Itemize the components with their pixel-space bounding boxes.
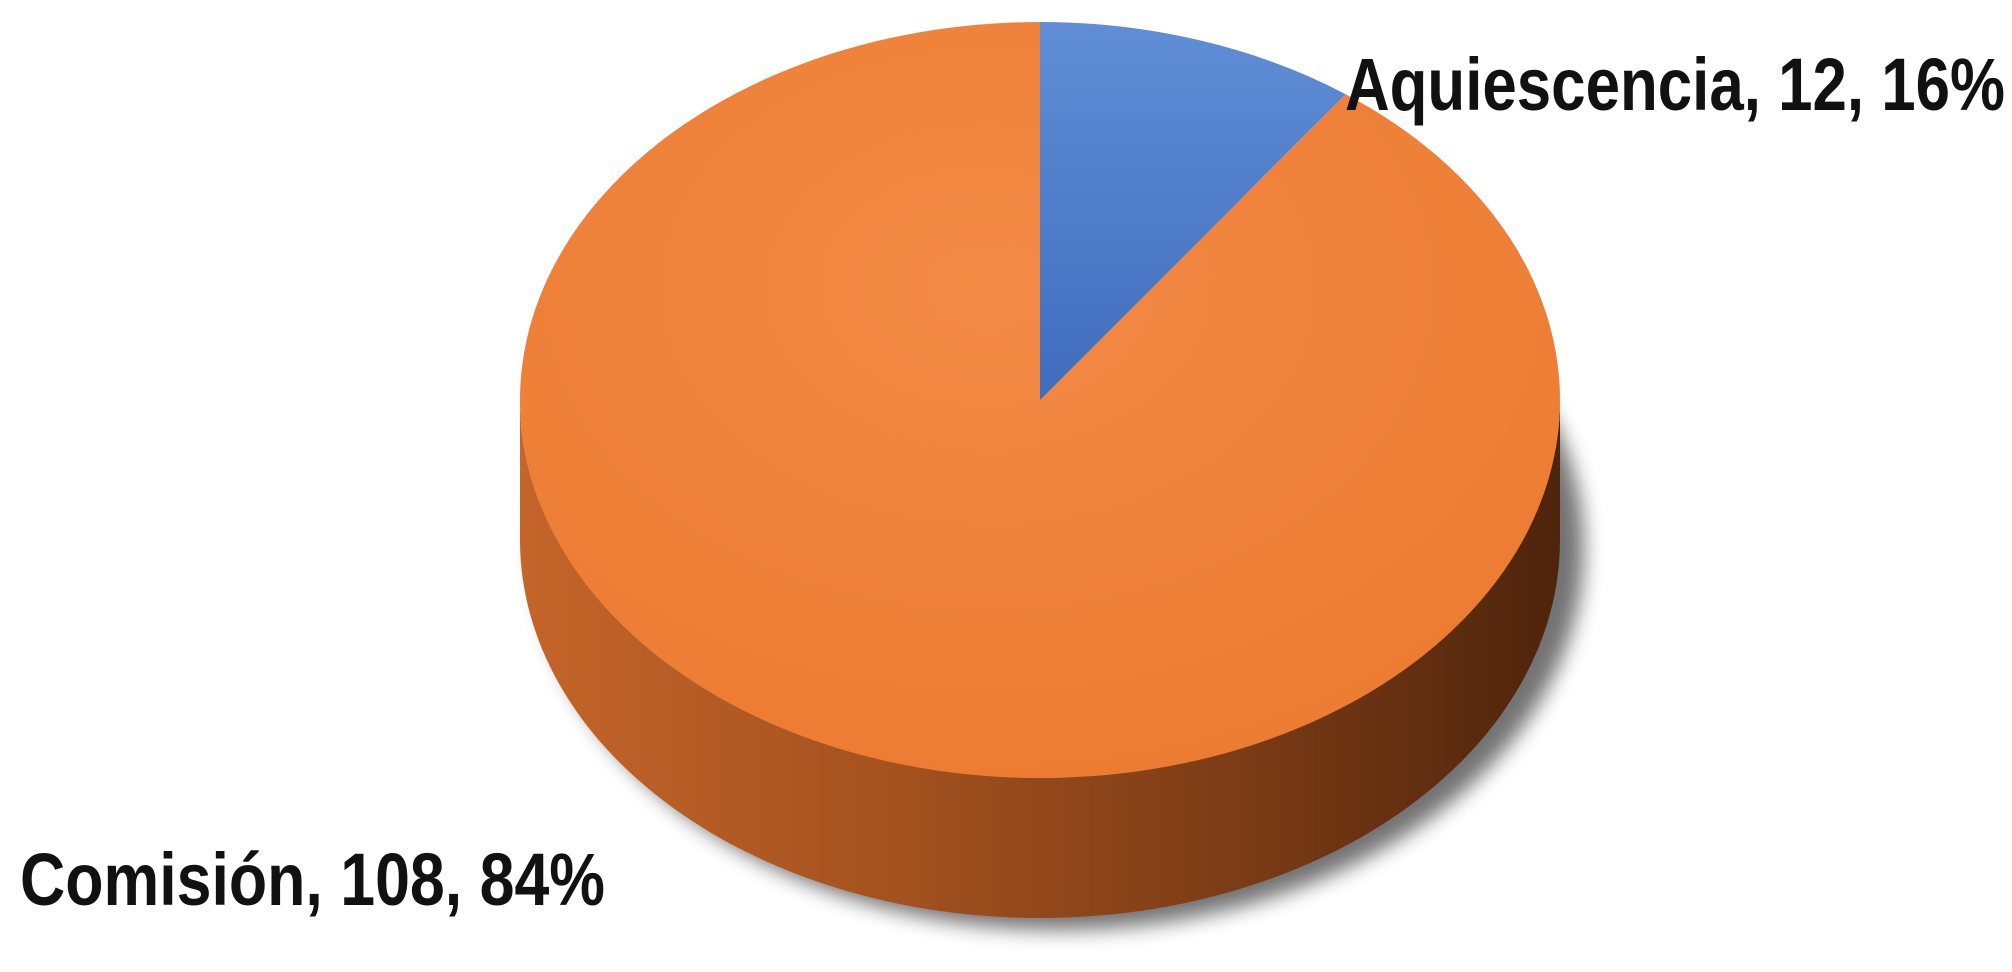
- pie-slice-aquiescencia: [1040, 22, 1346, 400]
- data-label-comision: Comisión, 108, 84%: [20, 838, 605, 921]
- pie-side-wall: [520, 400, 1560, 918]
- pie-slice-comision: [519, 22, 1560, 779]
- data-label-aquiescencia: Aquiescencia, 12, 16%: [1345, 43, 2005, 126]
